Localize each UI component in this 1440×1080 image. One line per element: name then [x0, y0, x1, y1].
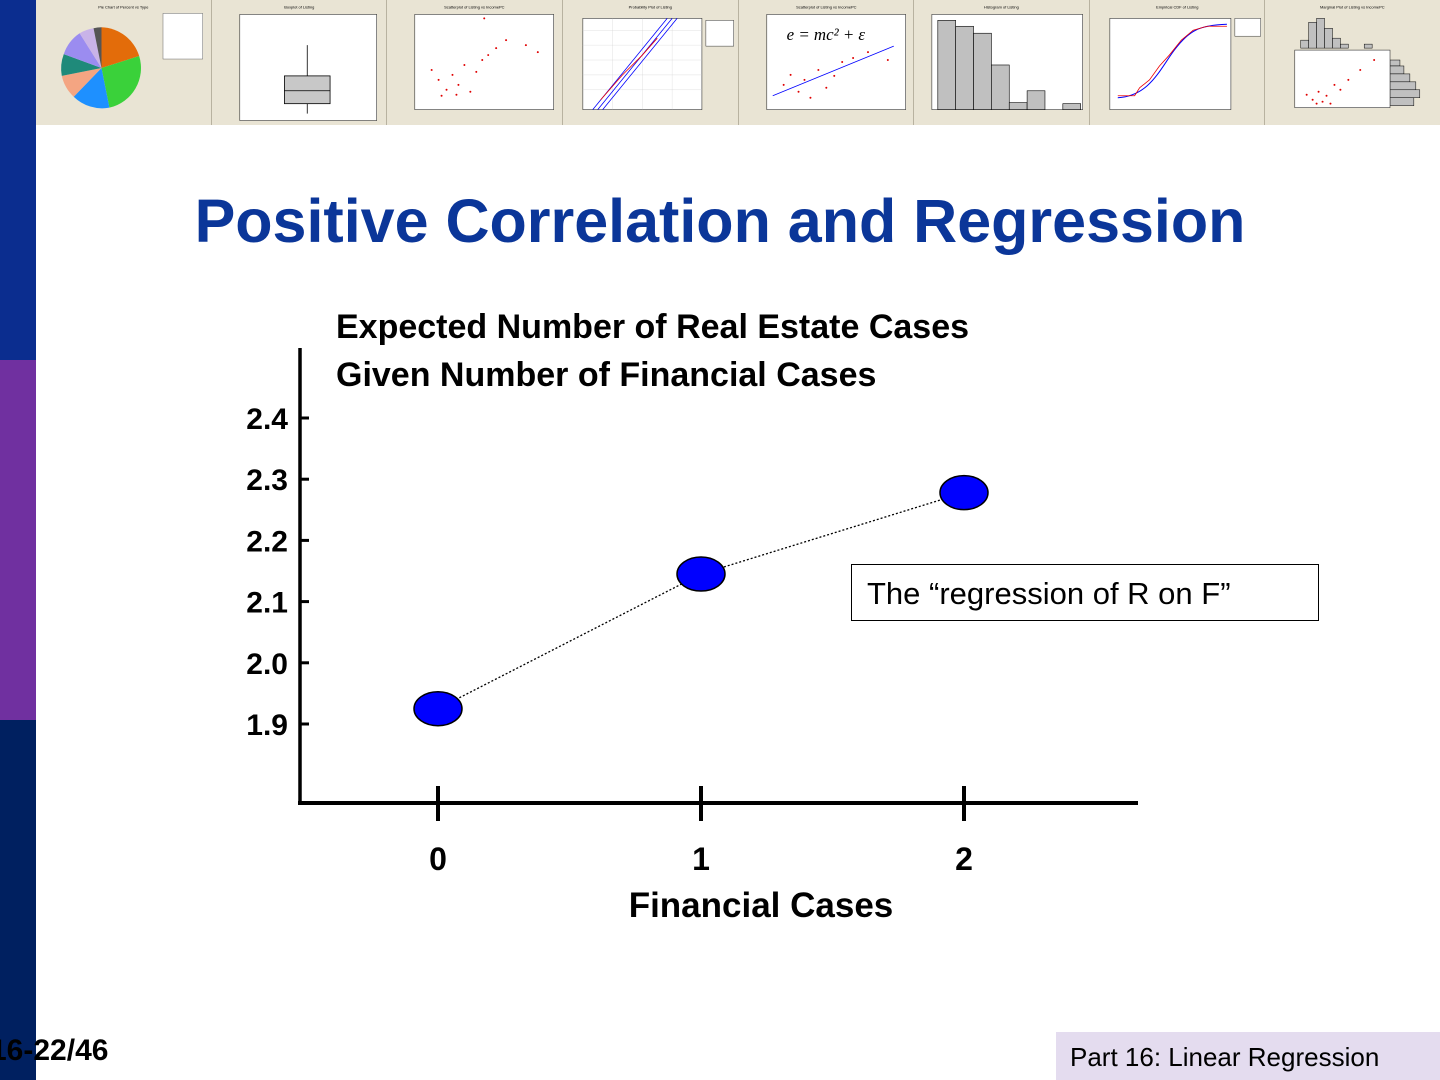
thumbnail-boxplot: Boxplot of Listing — [212, 0, 388, 125]
x-tick-label: 0 — [429, 841, 447, 877]
slide-number: 16-22/46 — [0, 1034, 160, 1068]
regression-line-segment — [437, 573, 702, 710]
thumbnail-banner: Pie Chart of Percent vs Type Boxplot of … — [36, 0, 1440, 125]
data-point — [939, 474, 989, 511]
thumbnail-empirical-cdf: Empirical CDF of Listing — [1090, 0, 1266, 125]
y-tick-label: 1.9 — [246, 709, 288, 742]
slide-title: Positive Correlation and Regression — [194, 187, 1246, 255]
thumbnail-title: Pie Chart of Percent vs Type — [98, 4, 149, 9]
thumbnail-title: Empirical CDF of Listing — [1156, 4, 1198, 9]
thumbnail-title: Marginal Plot of Listing vs IncomePC — [1320, 4, 1385, 9]
x-tick-label: 1 — [692, 841, 710, 877]
thumbnail-histogram: Histogram of Listing — [914, 0, 1090, 125]
footer-label: Part 16: Linear Regression — [1056, 1032, 1440, 1080]
data-point — [413, 690, 463, 727]
left-stripe-blue — [0, 0, 36, 360]
y-tick-label: 2.2 — [246, 525, 288, 558]
chart-title-line2: Given Number of Financial Cases — [336, 356, 876, 394]
thumbnail-title: Boxplot of Listing — [284, 4, 314, 9]
slide-number-text: 16-22/46 — [0, 1034, 109, 1067]
left-stripe-purple — [0, 360, 36, 720]
regression-annotation: The “regression of R on F” — [851, 564, 1319, 621]
left-stripe-navy — [0, 720, 36, 1080]
x-axis-label: Financial Cases — [629, 886, 894, 925]
thumbnail-scatterplot: Scatterplot of Listing vs IncomePC — [387, 0, 563, 125]
y-tick-label: 2.0 — [246, 648, 288, 681]
thumbnail-marginal-plot: Marginal Plot of Listing vs IncomePC — [1265, 0, 1440, 125]
thumbnail-title: Scatterplot of Listing vs IncomePC — [444, 4, 505, 9]
chart-title-line1: Expected Number of Real Estate Cases — [336, 308, 969, 346]
equation-text: e = mc² + ε — [786, 25, 865, 44]
thumbnail-pie-chart: Pie Chart of Percent vs Type — [36, 0, 212, 125]
x-tick-label: 2 — [955, 841, 973, 877]
thumbnail-title: Histogram of Listing — [984, 4, 1019, 9]
regression-line-segment — [700, 492, 965, 575]
y-tick-label: 2.4 — [246, 403, 288, 436]
y-tick-label: 2.3 — [246, 464, 288, 497]
thumbnail-title: Scatterplot of Listing vs IncomePC — [796, 4, 857, 9]
data-point — [676, 556, 726, 592]
y-tick-label: 2.1 — [246, 587, 288, 620]
thumbnail-probability-plot: Probability Plot of Listing — [563, 0, 739, 125]
thumbnail-scatterplot-equation: Scatterplot of Listing vs IncomePC e = m… — [739, 0, 915, 125]
thumbnail-title: Probability Plot of Listing — [629, 4, 672, 9]
